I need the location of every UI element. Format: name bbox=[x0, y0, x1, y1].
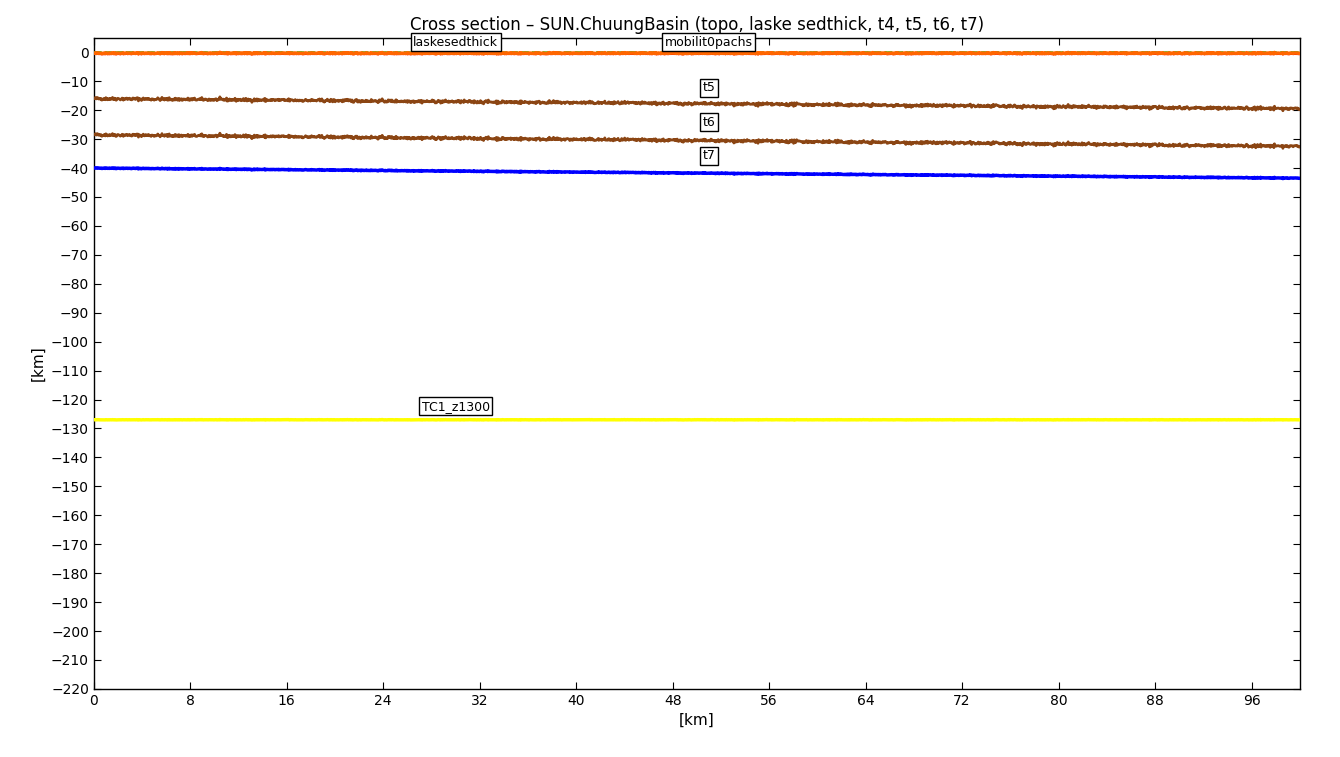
Text: t5: t5 bbox=[702, 81, 716, 95]
Text: mobilit0pachs: mobilit0pachs bbox=[665, 36, 753, 49]
Y-axis label: [km]: [km] bbox=[31, 345, 46, 382]
Text: TC1_z1300: TC1_z1300 bbox=[422, 400, 489, 413]
Text: t7: t7 bbox=[702, 149, 716, 162]
Text: laskesedthick: laskesedthick bbox=[413, 36, 498, 49]
Title: Cross section – SUN.ChuungBasin (topo, laske sedthick, t4, t5, t6, t7): Cross section – SUN.ChuungBasin (topo, l… bbox=[410, 15, 984, 33]
Text: t6: t6 bbox=[702, 116, 716, 129]
X-axis label: [km]: [km] bbox=[679, 713, 714, 728]
